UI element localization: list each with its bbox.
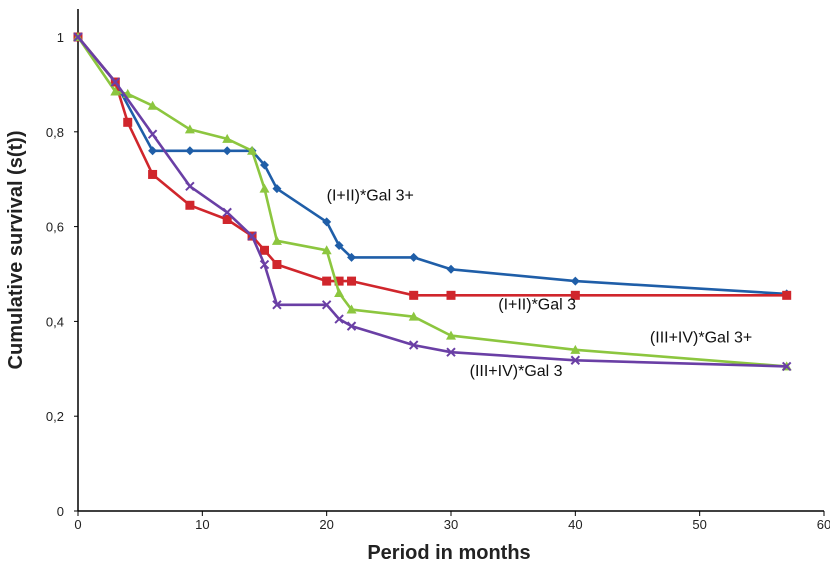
y-tick-label: 0,8: [46, 125, 64, 140]
data-point: [110, 86, 121, 96]
data-point: [260, 245, 269, 255]
data-point: [781, 361, 792, 372]
data-point: [148, 146, 158, 156]
x-axis-title: Period in months: [367, 542, 530, 564]
y-tick-label: 0,4: [46, 314, 64, 329]
series-annotation: (I+II)*Gal 3+: [327, 188, 414, 205]
data-point: [184, 124, 195, 134]
data-point: [73, 32, 83, 42]
data-point: [409, 252, 419, 262]
series-i-ii-gal-3: [73, 32, 792, 299]
data-point: [334, 287, 345, 297]
data-point: [321, 300, 332, 310]
data-point: [147, 100, 158, 110]
data-point: [272, 184, 282, 194]
data-point: [347, 276, 357, 286]
data-point: [185, 181, 195, 192]
x-tick-label: 60: [817, 517, 830, 532]
data-point: [271, 235, 282, 245]
data-point: [321, 245, 332, 255]
data-point: [247, 231, 257, 241]
data-point: [222, 207, 232, 218]
x-tick-label: 50: [692, 517, 706, 532]
data-point: [570, 355, 581, 365]
y-tick-label: 0,2: [46, 409, 64, 424]
data-point: [259, 259, 270, 270]
data-point: [322, 276, 332, 286]
series-annotation: (III+IV)*Gal 3+: [650, 330, 752, 347]
data-point: [260, 160, 269, 170]
annotation-layer: (I+II)*Gal 3+ (I+II)*Gal 3 (III+IV)*Gal 3+…: [327, 188, 753, 380]
data-point: [570, 290, 580, 300]
data-point: [570, 344, 581, 354]
x-tick-label: 20: [319, 517, 333, 532]
data-point: [782, 290, 792, 300]
y-tick-label: 1: [57, 30, 64, 45]
data-point: [446, 330, 456, 340]
data-point: [185, 200, 195, 210]
data-point: [123, 117, 133, 127]
series-iii-iv-gal-3: [73, 32, 792, 371]
data-point: [222, 133, 233, 143]
data-point: [222, 146, 232, 156]
data-point: [347, 252, 357, 262]
data-point: [185, 146, 195, 156]
data-point: [570, 276, 580, 286]
data-point: [147, 129, 158, 139]
x-tick-label: 40: [568, 517, 582, 532]
data-point: [408, 311, 419, 321]
data-point: [446, 347, 456, 357]
series-iii-iv-gal-3: [73, 32, 792, 372]
y-axis-title: Cumulative survival (s(t)): [5, 131, 27, 370]
series-annotation: (I+II)*Gal 3: [498, 297, 576, 314]
data-point: [446, 290, 456, 300]
data-point: [110, 77, 121, 87]
y-tick-label: 0,6: [46, 220, 64, 235]
data-point: [334, 276, 344, 286]
data-point: [334, 314, 344, 324]
series-layer: [73, 32, 792, 372]
data-point: [322, 217, 332, 227]
data-point: [334, 241, 344, 251]
data-point: [222, 214, 232, 224]
data-point: [346, 304, 357, 314]
series-annotation: (III+IV)*Gal 3: [470, 363, 563, 380]
series-i-ii-gal-3: [73, 32, 792, 300]
x-tick-label: 0: [74, 517, 81, 532]
series-line: [76, 36, 787, 368]
data-point: [446, 264, 456, 274]
data-point: [408, 340, 419, 350]
x-tick-label: 10: [195, 517, 209, 532]
data-point: [148, 169, 158, 179]
data-point: [247, 145, 258, 155]
series-line: [76, 36, 787, 296]
data-point: [346, 321, 357, 331]
x-tick-label: 30: [444, 517, 458, 532]
data-point: [259, 183, 270, 193]
data-point: [272, 300, 282, 310]
data-point: [409, 290, 419, 300]
series-line: [76, 36, 787, 297]
data-point: [272, 260, 282, 270]
y-tick-label: 0: [57, 504, 64, 519]
tick-layer: 0 10 20 30 40 50 60 0 0,2 0,4 0,6 0,8 1: [46, 30, 830, 532]
